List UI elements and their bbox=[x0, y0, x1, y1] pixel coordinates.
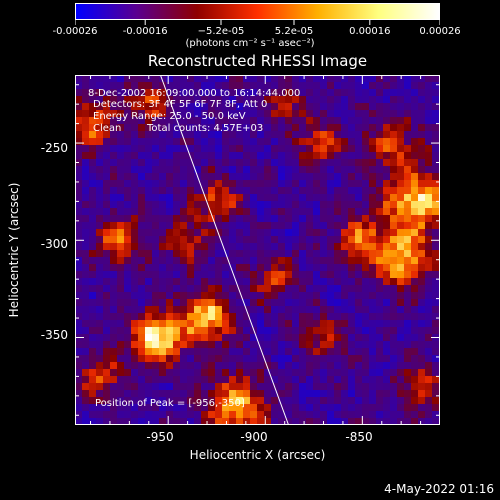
x-tick-label: -950 bbox=[146, 430, 174, 444]
y-tick-label: -250 bbox=[40, 141, 68, 155]
x-axis-label: Heliocentric X (arcsec) bbox=[189, 448, 326, 462]
time-range-text: 8-Dec-2002 16:09:00.000 to 16:14:44.000 bbox=[88, 88, 301, 99]
colorbar-tick-label: −5.2e-05 bbox=[197, 26, 245, 37]
colorbar bbox=[75, 3, 440, 20]
colorbar-tick-label: 0.00016 bbox=[349, 26, 391, 37]
y-tick-label: -300 bbox=[40, 237, 68, 251]
colorbar-tick-label: 5.2e-05 bbox=[274, 26, 314, 37]
heatmap-svg bbox=[75, 75, 440, 425]
colorbar-tick-label: -0.00026 bbox=[52, 26, 98, 37]
plot-frame bbox=[75, 75, 440, 425]
energy-range-text: Energy Range: 25.0 - 50.0 keV bbox=[93, 111, 246, 122]
peak-position-text: Position of Peak = [-956,-350] bbox=[95, 398, 245, 409]
heatmap-cells bbox=[75, 75, 440, 425]
colorbar-ticks bbox=[75, 20, 440, 25]
total-counts-text: Total counts: 4.57E+03 bbox=[147, 123, 264, 134]
colorbar-tick-label: -0.00016 bbox=[122, 26, 168, 37]
plot-title: Reconstructed RHESSI Image bbox=[147, 52, 368, 70]
x-tick-label: -850 bbox=[345, 430, 373, 444]
algorithm-text: Clean bbox=[93, 123, 122, 134]
timestamp-footer: 4-May-2022 01:16 bbox=[384, 482, 494, 496]
detectors-text: Detectors: 3F 4F 5F 6F 7F 8F, Att 0 bbox=[93, 99, 268, 110]
colorbar-tick-label: 0.00026 bbox=[419, 26, 461, 37]
x-tick-label: -900 bbox=[240, 430, 268, 444]
colorbar-unit: (photons cm⁻² s⁻¹ asec⁻²) bbox=[185, 38, 315, 49]
y-tick-label: -350 bbox=[40, 328, 68, 342]
solar-limb-line bbox=[159, 75, 290, 425]
y-axis-label: Heliocentric Y (arcsec) bbox=[7, 182, 21, 318]
heatmap-plot bbox=[75, 75, 440, 425]
